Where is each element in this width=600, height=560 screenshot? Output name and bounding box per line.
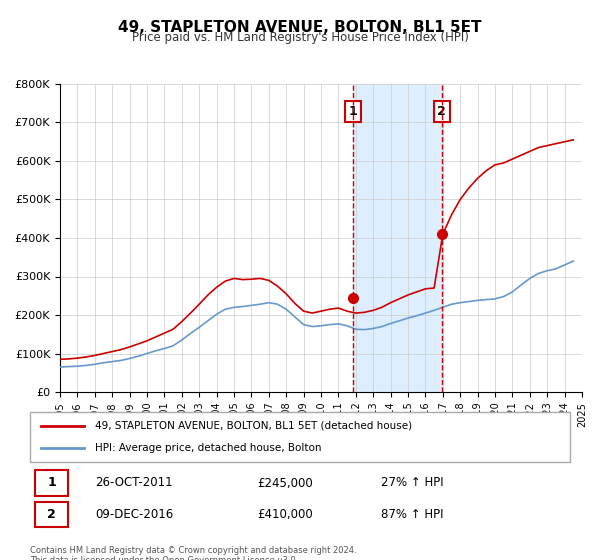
FancyBboxPatch shape [35, 502, 68, 527]
FancyBboxPatch shape [30, 412, 570, 462]
Text: 09-DEC-2016: 09-DEC-2016 [95, 508, 173, 521]
Text: 2: 2 [437, 105, 446, 118]
Text: Price paid vs. HM Land Registry's House Price Index (HPI): Price paid vs. HM Land Registry's House … [131, 31, 469, 44]
Text: £245,000: £245,000 [257, 477, 313, 489]
Text: £410,000: £410,000 [257, 508, 313, 521]
Text: 1: 1 [348, 105, 357, 118]
Text: 2: 2 [47, 508, 56, 521]
Bar [353, 84, 442, 392]
Text: Contains HM Land Registry data © Crown copyright and database right 2024.
This d: Contains HM Land Registry data © Crown c… [30, 546, 356, 560]
FancyBboxPatch shape [35, 470, 68, 496]
Text: 49, STAPLETON AVENUE, BOLTON, BL1 5ET: 49, STAPLETON AVENUE, BOLTON, BL1 5ET [118, 20, 482, 35]
Text: 49, STAPLETON AVENUE, BOLTON, BL1 5ET (detached house): 49, STAPLETON AVENUE, BOLTON, BL1 5ET (d… [95, 421, 412, 431]
Text: 26-OCT-2011: 26-OCT-2011 [95, 477, 172, 489]
Text: 1: 1 [47, 477, 56, 489]
Text: HPI: Average price, detached house, Bolton: HPI: Average price, detached house, Bolt… [95, 443, 322, 453]
Text: 27% ↑ HPI: 27% ↑ HPI [381, 477, 443, 489]
Text: 87% ↑ HPI: 87% ↑ HPI [381, 508, 443, 521]
